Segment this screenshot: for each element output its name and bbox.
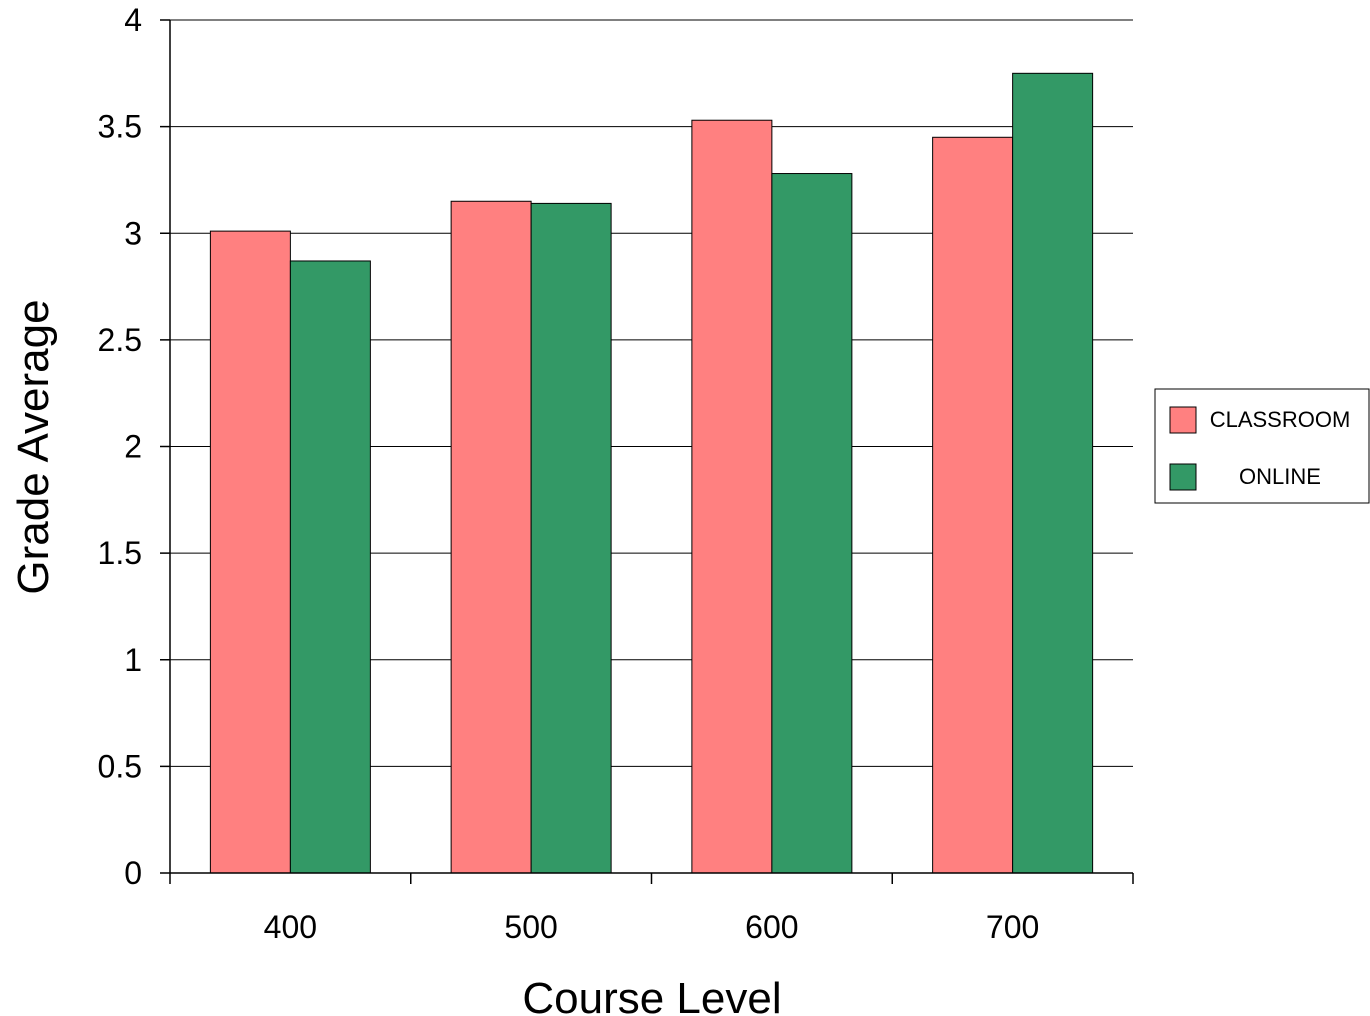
bar-classroom-500 (450, 200, 532, 874)
y-tick-label: 4 (124, 2, 142, 38)
bar-online-600 (771, 173, 853, 874)
bar-classroom-400 (209, 230, 291, 874)
y-tick-label: 3.5 (98, 109, 142, 145)
bar-classroom-600 (691, 119, 773, 874)
legend-label-online: ONLINE (1239, 464, 1321, 489)
legend-swatch-online (1169, 463, 1197, 491)
y-tick-label: 2.5 (98, 322, 142, 358)
y-axis-title: Grade Average (9, 299, 58, 594)
y-tick-label: 0.5 (98, 748, 142, 784)
legend-label-classroom: CLASSROOM (1210, 407, 1351, 432)
y-axis-ticks: 0 0.5 1 1.5 2 2.5 3 3.5 4 (98, 2, 170, 891)
x-tick-label: 700 (986, 909, 1039, 945)
bar-online-400 (289, 260, 371, 874)
x-tick-label: 500 (504, 909, 557, 945)
legend-swatch-classroom (1169, 406, 1197, 434)
y-tick-label: 2 (124, 429, 142, 465)
bar-online-500 (530, 202, 612, 874)
y-tick-label: 0 (124, 855, 142, 891)
x-axis-ticks: 400 500 600 700 (169, 873, 1134, 945)
y-tick-label: 1 (124, 642, 142, 678)
x-axis-title: Course Level (522, 974, 781, 1016)
x-tick-label: 600 (745, 909, 798, 945)
y-tick-label: 1.5 (98, 535, 142, 571)
legend: CLASSROOM ONLINE (1154, 388, 1370, 504)
y-tick-label: 3 (124, 215, 142, 251)
bar-classroom-700 (932, 136, 1014, 874)
x-tick-label: 400 (264, 909, 317, 945)
bar-online-700 (1012, 72, 1094, 874)
bars (209, 72, 1094, 874)
